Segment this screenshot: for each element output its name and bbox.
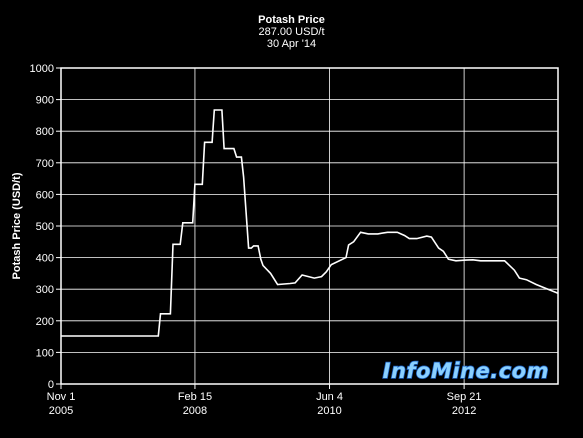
y-tick-label: 700 <box>36 158 54 170</box>
x-tick-label-line1: Jun 4 <box>316 391 343 403</box>
y-axis: 0 100 200 300 400 500 600 700 800 900 1000 <box>30 63 61 391</box>
y-tick-label: 400 <box>36 253 54 265</box>
x-tick-label-line2: 2005 <box>49 405 73 417</box>
y-tick-label: 0 <box>48 379 54 391</box>
y-tick-label: 300 <box>36 284 54 296</box>
x-tick-label-line2: 2012 <box>452 405 476 417</box>
x-tick-label-line2: 2010 <box>317 405 341 417</box>
chart-subtitle-date: 30 Apr '14 <box>266 38 317 50</box>
x-tick-label-line1: Nov 1 <box>47 391 76 403</box>
y-tick-label: 500 <box>36 221 54 233</box>
y-tick-label: 1000 <box>30 63 54 75</box>
infomine-watermark: InfoMine.com <box>383 359 549 383</box>
chart-subtitle-price: 287.00 USD/t <box>258 26 325 38</box>
x-tick-label-line2: 2008 <box>183 405 207 417</box>
y-tick-label: 600 <box>36 189 54 201</box>
x-tick-label-line1: Sep 21 <box>447 391 482 403</box>
y-axis-label: Potash Price (USD/t) <box>11 172 23 279</box>
price-series-line <box>61 109 559 337</box>
y-tick-label: 800 <box>36 126 54 138</box>
y-tick-label: 100 <box>36 347 54 359</box>
chart-title: Potash Price <box>258 14 325 26</box>
chart-title-block: Potash Price 287.00 USD/t 30 Apr '14 <box>0 14 583 50</box>
x-axis: Nov 1 2005 Feb 15 2008 Jun 4 2010 Sep 21 2012 <box>47 384 482 417</box>
y-tick-label: 900 <box>36 95 54 107</box>
y-tick-label: 200 <box>36 316 54 328</box>
x-tick-label-line1: Feb 15 <box>178 391 212 403</box>
